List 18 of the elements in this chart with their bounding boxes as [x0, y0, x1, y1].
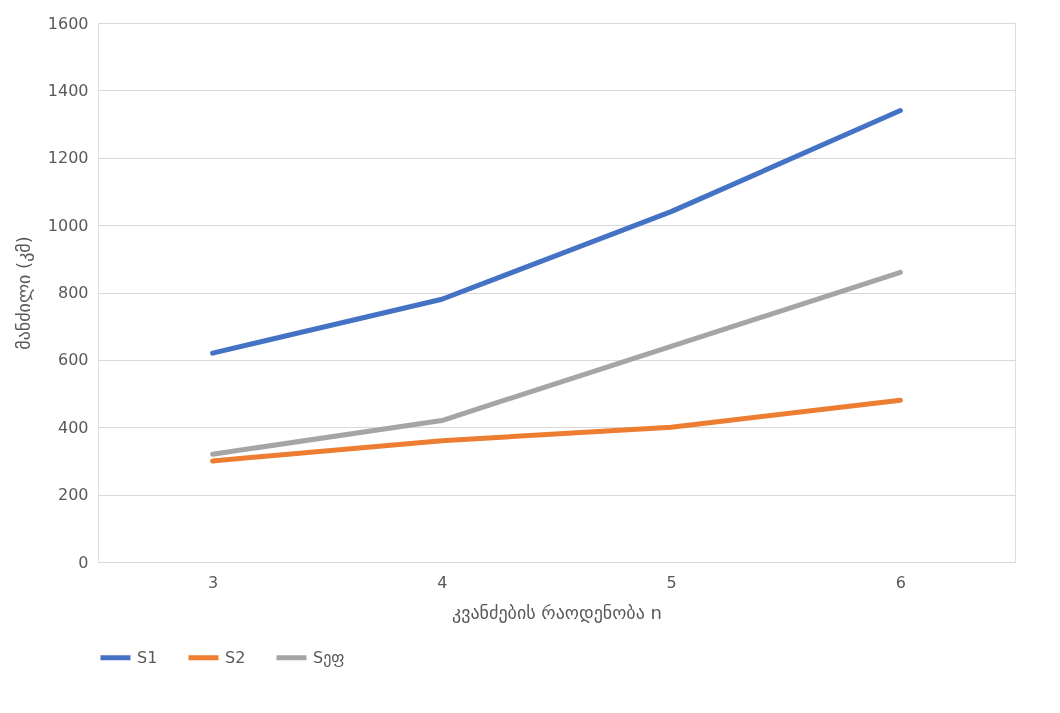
y-tick-label: 1000: [47, 215, 89, 235]
legend-label: Sეფ: [313, 647, 345, 667]
y-tick-label: 0: [78, 552, 89, 572]
y-tick-label: 1600: [47, 13, 89, 33]
x-tick-label: 6: [895, 572, 906, 592]
legend-label: S1: [137, 647, 158, 667]
x-axis-title: კვანძების რაოდენობა n: [452, 601, 662, 623]
y-tick-label: 600: [57, 350, 89, 370]
x-tick-label: 5: [666, 572, 677, 592]
y-tick-label: 1200: [47, 148, 89, 168]
y-tick-label: 800: [57, 283, 89, 302]
x-tick-label: 3: [208, 572, 219, 592]
x-tick-label: 4: [437, 572, 448, 592]
y-tick-label: 400: [57, 417, 89, 437]
y-tick-label: 1400: [47, 80, 89, 100]
y-axis-title: მანძილი (კმ): [12, 236, 34, 350]
legend-label: S2: [225, 647, 246, 667]
y-tick-label: 200: [57, 485, 89, 505]
